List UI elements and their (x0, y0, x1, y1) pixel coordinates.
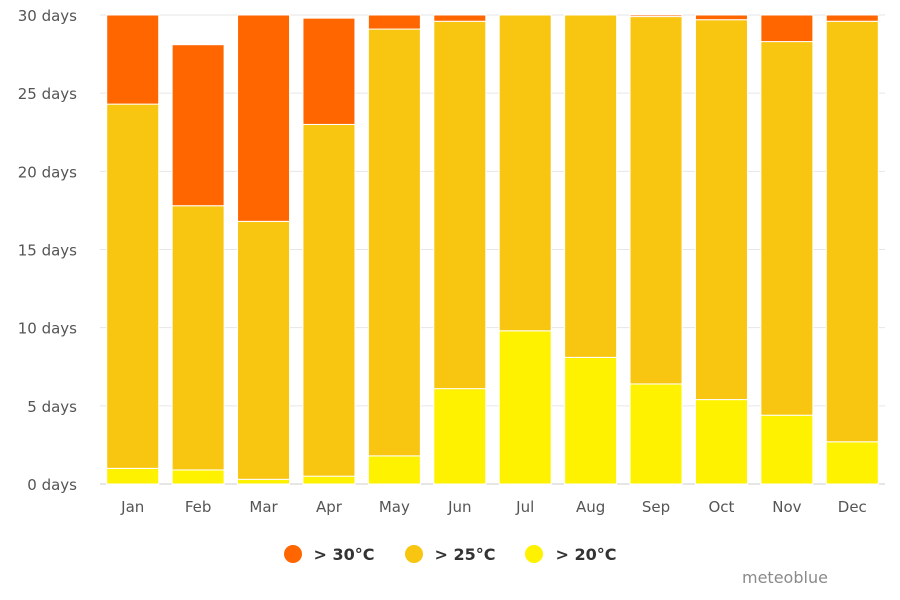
x-tick-label: Jun (447, 498, 471, 516)
legend-label: > 30°C (313, 544, 375, 564)
legend-item[interactable]: > 25°C (404, 544, 496, 564)
bar-segment (760, 14, 814, 43)
bar-segment (433, 20, 487, 390)
x-tick-label: Aug (576, 498, 605, 516)
bar-segment (629, 383, 683, 485)
legend: > 30°C > 25°C > 20°C (0, 541, 900, 567)
x-tick-label: Feb (185, 498, 212, 516)
bar-segment (825, 20, 879, 443)
grid-lines (100, 14, 885, 485)
meteoblue-watermark: meteoblue (742, 568, 828, 587)
bar-segment (237, 14, 291, 222)
y-tick-label: 25 days (18, 85, 77, 103)
bar-segment (498, 14, 552, 332)
bar-segment (367, 28, 421, 457)
x-tick-label: Nov (772, 498, 801, 516)
y-tick-label: 0 days (27, 476, 77, 494)
legend-swatch (404, 545, 423, 563)
bar-segment (825, 441, 879, 485)
bar-segment (760, 414, 814, 485)
bar-segment (433, 388, 487, 485)
legend-item[interactable]: > 30°C (283, 544, 375, 564)
bar-segment (367, 455, 421, 485)
legend-item[interactable]: > 20°C (525, 545, 616, 564)
x-tick-label: Apr (316, 498, 343, 516)
bar-segment (171, 469, 225, 485)
y-tick-label: 5 days (27, 398, 77, 416)
y-tick-label: 30 days (18, 7, 77, 25)
legend-swatch (283, 545, 302, 563)
bar-segment (760, 41, 814, 416)
bar-segment (433, 14, 487, 22)
bar-segment (302, 17, 356, 125)
bar-segment (825, 14, 879, 22)
bar-stacks (106, 14, 879, 485)
bar-segment (106, 14, 160, 105)
bar-segment (237, 220, 291, 480)
legend-label: > 20°C (555, 544, 617, 564)
bar-segment (629, 14, 683, 18)
y-tick-label: 15 days (18, 242, 77, 260)
bar-segment (106, 467, 160, 485)
bar-segment (171, 44, 225, 207)
x-tick-label: Oct (708, 498, 734, 516)
bar-segment (694, 14, 748, 21)
x-tick-label: Jul (515, 498, 534, 516)
bar-segment (694, 19, 748, 401)
x-tick-label: Jan (120, 498, 144, 516)
x-tick-label: May (379, 498, 410, 516)
bar-segment (302, 123, 356, 477)
bar-segment (171, 205, 225, 471)
bar-segment (302, 475, 356, 485)
bar-segment (106, 103, 160, 469)
x-tick-label: Sep (642, 498, 670, 516)
x-tick-label: Mar (249, 498, 278, 516)
legend-swatch (525, 545, 544, 563)
axes: 0 days 5 days 10 days 15 days 20 days 25 days… (18, 7, 867, 516)
bar-segment (564, 356, 618, 485)
legend-label: > 25°C (434, 544, 496, 564)
x-tick-label: Dec (838, 498, 867, 516)
y-tick-label: 20 days (18, 163, 77, 181)
bar-segment (498, 330, 552, 485)
y-tick-label: 10 days (18, 320, 77, 338)
bar-segment (564, 14, 618, 358)
bar-segment (694, 399, 748, 485)
bar-segment (629, 16, 683, 385)
bar-segment (367, 14, 421, 30)
bar-segment (237, 478, 291, 485)
